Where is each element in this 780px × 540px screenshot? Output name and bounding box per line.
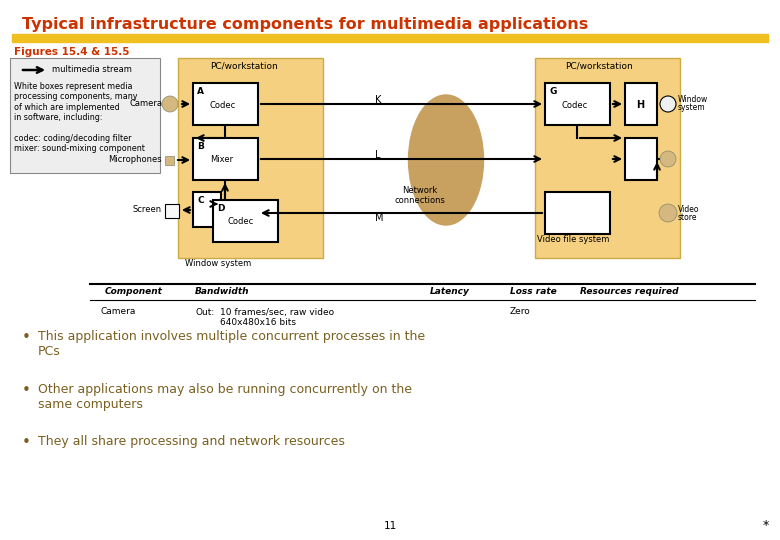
Text: •: • — [22, 435, 31, 450]
Bar — [213, 200, 278, 242]
Bar — [625, 83, 657, 125]
Bar — [535, 58, 680, 258]
Text: Screen: Screen — [133, 206, 162, 214]
Text: system: system — [678, 104, 706, 112]
Text: Other applications may also be running concurrently on the
same computers: Other applications may also be running c… — [38, 383, 412, 411]
Text: •: • — [22, 383, 31, 398]
Text: Zero: Zero — [510, 307, 530, 316]
Bar — [178, 58, 323, 258]
Bar — [165, 204, 179, 218]
Text: Camera: Camera — [101, 307, 136, 316]
Text: Out:: Out: — [195, 308, 215, 317]
Bar — [625, 138, 657, 180]
Text: Video: Video — [678, 205, 700, 213]
Bar — [165, 156, 174, 165]
Text: They all share processing and network resources: They all share processing and network re… — [38, 435, 345, 448]
Text: Latency: Latency — [430, 287, 470, 296]
Text: C: C — [198, 196, 204, 205]
Circle shape — [660, 96, 676, 112]
Text: multimedia stream: multimedia stream — [52, 65, 132, 75]
Text: Mixer: Mixer — [210, 156, 233, 165]
Text: Window: Window — [678, 96, 708, 105]
Bar — [12, 34, 768, 42]
Text: Codec: Codec — [561, 100, 587, 110]
Text: store: store — [678, 213, 697, 221]
Text: PC/workstation: PC/workstation — [565, 62, 633, 71]
Text: Network
connections: Network connections — [395, 186, 445, 205]
Circle shape — [162, 96, 178, 112]
Bar — [545, 192, 610, 234]
Circle shape — [660, 151, 676, 167]
Text: •: • — [22, 330, 31, 345]
Text: B: B — [197, 142, 204, 151]
Text: A: A — [197, 87, 204, 96]
Text: Bandwidth: Bandwidth — [195, 287, 250, 296]
Bar — [193, 138, 258, 180]
Text: Video file system: Video file system — [537, 235, 609, 245]
Text: This application involves multiple concurrent processes in the
PCs: This application involves multiple concu… — [38, 330, 425, 358]
Text: PC/workstation: PC/workstation — [210, 62, 278, 71]
Text: K: K — [375, 95, 381, 105]
Text: H: H — [636, 100, 644, 110]
Text: Codec: Codec — [210, 100, 236, 110]
Text: Typical infrastructure components for multimedia applications: Typical infrastructure components for mu… — [22, 17, 588, 31]
Text: Figures 15.4 & 15.5: Figures 15.4 & 15.5 — [14, 47, 129, 57]
Bar — [10, 58, 160, 173]
Bar — [545, 83, 610, 125]
Text: G: G — [549, 87, 556, 96]
Text: 11: 11 — [384, 521, 396, 531]
Ellipse shape — [409, 95, 484, 225]
Text: Camera: Camera — [129, 99, 162, 109]
Text: D: D — [217, 204, 225, 213]
Text: 10 frames/sec, raw video
640x480x16 bits: 10 frames/sec, raw video 640x480x16 bits — [220, 308, 334, 327]
Text: *: * — [763, 519, 769, 532]
Text: Loss rate: Loss rate — [510, 287, 557, 296]
Text: Component: Component — [105, 287, 163, 296]
Text: Codec: Codec — [228, 218, 254, 226]
Text: L: L — [375, 150, 381, 160]
Bar — [193, 83, 258, 125]
Text: White boxes represent media
processing components, many
of which are implemented: White boxes represent media processing c… — [14, 82, 145, 153]
Text: Window system: Window system — [185, 260, 251, 268]
Bar — [193, 192, 221, 227]
Text: M: M — [375, 213, 384, 223]
Text: Microphones: Microphones — [108, 156, 162, 165]
Text: Resources required: Resources required — [580, 287, 679, 296]
Circle shape — [659, 204, 677, 222]
